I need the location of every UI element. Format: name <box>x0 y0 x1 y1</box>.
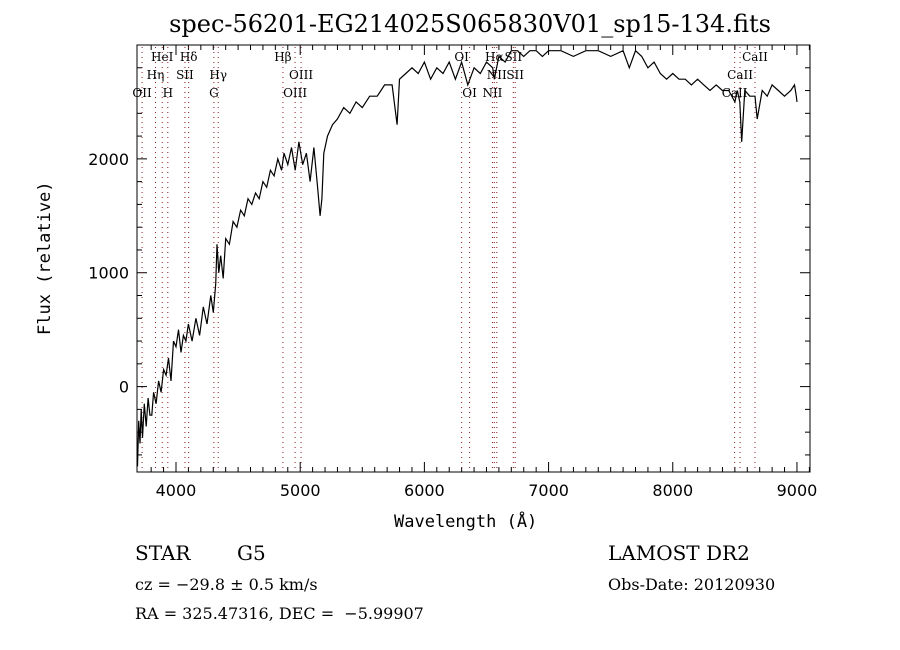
x-tick-label: 4000 <box>156 481 197 500</box>
y-tick-label: 0 <box>119 378 129 397</box>
y-tick-label: 1000 <box>88 264 129 283</box>
coordinates: RA = 325.47316, DEC = −5.99907 <box>135 604 424 623</box>
x-tick-label: 5000 <box>280 481 321 500</box>
spectral-line-label: G <box>209 86 219 100</box>
x-tick-label: 7000 <box>528 481 569 500</box>
x-tick-label: 6000 <box>404 481 445 500</box>
spectral-line-label: SII <box>176 68 194 82</box>
x-tick-label: 9000 <box>777 481 818 500</box>
spectral-line-label: OII <box>132 86 152 100</box>
spectral-line-label: OIII <box>289 68 313 82</box>
spectral-line-label: Hγ <box>209 68 227 82</box>
spectral-line-label: Hδ <box>180 50 198 64</box>
spectral-line-label: Hβ <box>274 50 291 64</box>
x-tick-label: 8000 <box>652 481 693 500</box>
spectral-line-label: OIII <box>283 86 307 100</box>
object-class: STAR <box>135 541 191 565</box>
survey-name: LAMOST DR2 <box>608 541 750 565</box>
y-tick-label: 2000 <box>88 150 129 169</box>
spectral-line-label: Hα <box>485 50 504 64</box>
spectrum-line <box>136 49 798 467</box>
spectral-line-label: OI <box>462 86 477 100</box>
plot-frame <box>136 44 811 473</box>
subclass: G5 <box>237 541 266 565</box>
redshift-cz: cz = −29.8 ± 0.5 km/s <box>135 575 318 594</box>
spectral-line-label: CaII <box>742 50 768 64</box>
spectral-line-label: Hη <box>147 68 165 82</box>
x-axis-label: Wavelength (Å) <box>394 512 538 532</box>
spectral-line-label: CaII <box>727 68 753 82</box>
spectral-line-label: SII <box>504 50 522 64</box>
obs-date: Obs-Date: 20120930 <box>608 575 776 594</box>
spectral-line-label: NII <box>487 68 507 82</box>
spectral-line-label: NII <box>482 86 502 100</box>
spectral-line-label: OI <box>454 50 469 64</box>
chart-title: spec-56201-EG214025S065830V01_sp15-134.f… <box>169 10 771 38</box>
y-axis-label: Flux (relative) <box>35 181 55 335</box>
spectral-line-label: HeI <box>151 50 174 64</box>
spectral-line-label: CaII <box>722 86 748 100</box>
spectral-line-label: H <box>163 86 173 100</box>
spectral-line-label: SII <box>506 68 524 82</box>
